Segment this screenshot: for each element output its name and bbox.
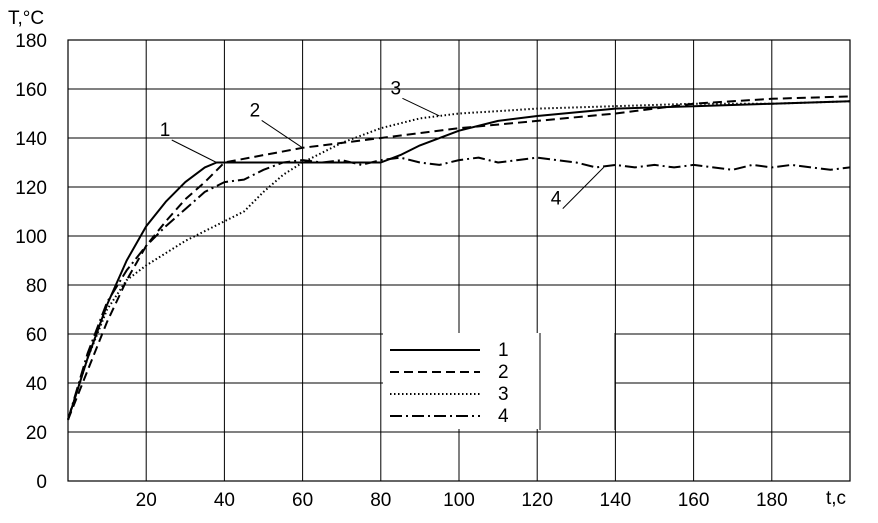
y-tick-label: 20 (26, 423, 47, 444)
y-tick-label: 100 (15, 227, 47, 248)
series-1-line (67, 100, 851, 421)
y-tick-label: 80 (26, 276, 47, 297)
x-axis-title: t,c (826, 488, 846, 509)
y-tick-label: 180 (15, 31, 47, 52)
callout-2-leader (261, 119, 303, 149)
callout-3-label: 3 (390, 78, 401, 99)
callout-3-leader (402, 97, 440, 117)
legend-label-1: 1 (498, 340, 509, 361)
legend-label-4: 4 (498, 406, 509, 427)
y-tick-label: 60 (26, 325, 47, 346)
legend-label-2: 2 (498, 362, 509, 383)
series-callouts: 1 2 3 4 (160, 78, 605, 210)
x-tick-label: 80 (370, 490, 391, 511)
x-tick-label: 160 (678, 490, 710, 511)
x-tick-label: 120 (521, 490, 553, 511)
grid (68, 40, 850, 481)
series-4-line (67, 156, 851, 421)
x-tick-label: 60 (292, 490, 313, 511)
series-2-line (67, 95, 851, 421)
tick-labels: 20 40 60 80 100 120 140 160 18002040608010012014… (15, 31, 787, 511)
callout-4-label: 4 (551, 189, 562, 210)
callout-2-label: 2 (250, 100, 261, 121)
y-tick-label: 160 (15, 80, 47, 101)
series-layer (67, 95, 851, 421)
plot-frame (67, 39, 851, 482)
x-tick-label: 100 (443, 490, 475, 511)
x-tick-label: 40 (214, 490, 235, 511)
y-tick-label: 40 (26, 374, 47, 395)
x-tick-label: 20 (136, 490, 157, 511)
y-tick-label: 120 (15, 178, 47, 199)
series-3-line (67, 100, 851, 421)
legend-label-3: 3 (498, 384, 509, 405)
y-axis-title: T,°C (8, 8, 44, 29)
y-tick-label: 140 (15, 129, 47, 150)
callout-1-leader (171, 139, 217, 163)
callout-4-leader (562, 167, 605, 209)
x-tick-label: 140 (600, 490, 632, 511)
callout-1-label: 1 (160, 120, 171, 141)
x-tick-label: 180 (756, 490, 788, 511)
y-tick-label: 0 (36, 472, 47, 493)
